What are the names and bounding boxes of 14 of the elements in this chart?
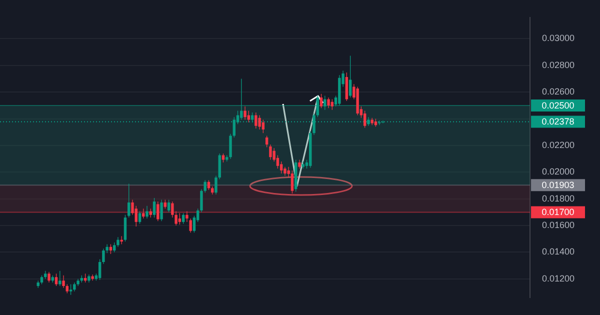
y-tick-label: 0.02200 bbox=[542, 140, 575, 150]
ref-line-label: 0.01700 bbox=[542, 207, 574, 218]
y-tick-label: 0.01400 bbox=[542, 246, 575, 257]
y-tick-label: 0.02800 bbox=[542, 60, 575, 70]
y-tick-label: 0.03000 bbox=[542, 33, 575, 44]
y-tick-label: 0.02000 bbox=[542, 166, 575, 177]
y-tick-label: 0.01600 bbox=[542, 220, 575, 230]
ref-line-label: 0.02500 bbox=[542, 100, 574, 110]
ref-line-label: 0.02378 bbox=[542, 116, 574, 127]
candlestick bbox=[146, 206, 148, 218]
y-tick-label: 0.02600 bbox=[542, 86, 575, 97]
y-tick-label: 0.01200 bbox=[542, 273, 575, 284]
ref-line-label: 0.01903 bbox=[542, 180, 574, 190]
y-tick-label: 0.01800 bbox=[542, 193, 575, 204]
